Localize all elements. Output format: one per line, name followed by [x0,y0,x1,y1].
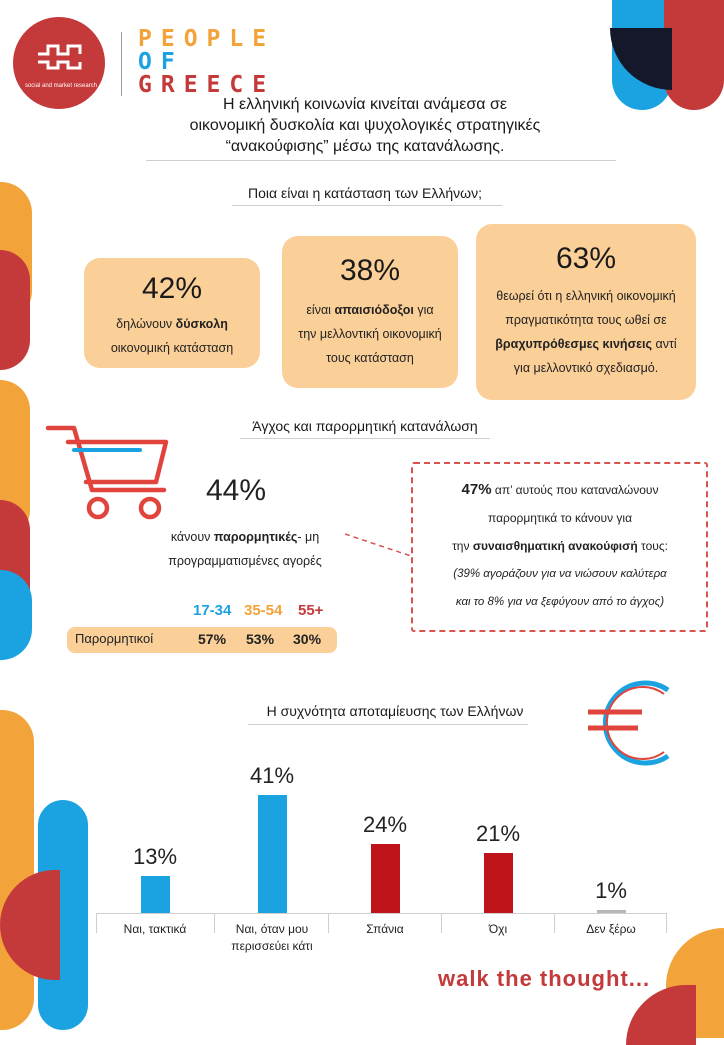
axis-tick [666,913,667,933]
impulse-description: κάνουν παρορμητικές- μη προγραμματισμένε… [168,530,322,568]
axis-tick [441,913,442,933]
divider [121,32,122,96]
bar-value-label: 24% [362,811,408,837]
section-title: Άγχος και παρορμητική κατανάλωση [252,418,478,434]
category-label: Δεν ξέρω [586,922,636,936]
axis-tick [328,913,329,933]
emotional-relief-box [411,462,708,632]
savings-bar [483,852,513,913]
page-title: Η ελληνική κοινωνία κινείται ανάμεσα σε … [189,96,541,155]
section-title: Η συχνότητα αποταμίευσης των Ελλήνων [266,703,524,719]
category-label: Ναι, όταν μου περισσεύει κάτι [231,922,313,953]
divider [232,205,502,206]
age-group-label: 35-54 [244,602,283,619]
divider [248,724,528,725]
stat-card: 63% θεωρεί ότι η ελληνική οικονομική πρα… [476,224,696,400]
axis-tick [214,913,215,933]
category-label: Ναι, τακτικά [123,922,187,936]
savings-bar [370,843,400,913]
category-label: Σπάνια [366,922,404,936]
savings-bar [257,795,287,913]
row-value: 57% [198,631,227,647]
section-title: Ποια είναι η κατάσταση των Ελλήνων; [248,185,482,201]
bar-value-label: 1% [595,878,627,904]
decor-shape [664,0,724,110]
brand-line-2: OF [138,49,184,75]
connector-line [345,533,412,557]
axis-tick [96,913,97,933]
row-label: Παρορμητικοί [75,631,154,646]
decor-shape [0,570,32,660]
brand-line-3: GREECE [138,72,276,98]
category-label: Όχι [488,922,508,936]
x-axis [96,913,666,914]
decor-shape [626,985,696,1045]
impulse-age-row [67,627,337,653]
decor-shape [0,250,30,370]
impulse-percentage: 44% [206,474,267,507]
divider [240,438,490,439]
emotional-relief-text: 47% απ’ αυτούς που καταναλώνουν παρορμητ… [452,481,668,608]
bar-value-label: 21% [475,820,521,846]
decor-shape [0,710,34,1030]
age-group-label: 55+ [298,602,324,619]
savings-bar [596,910,626,913]
row-value: 53% [246,631,275,647]
logo-mark-icon [38,44,82,70]
footer-tagline: walk the thought... [438,966,651,991]
divider [146,160,616,161]
bar-value-label: 13% [132,843,178,869]
shopping-cart-icon [45,425,169,520]
logo-subtitle: social and market research [24,83,98,89]
age-group-label: 17-34 [193,602,232,619]
stat-card: 38% είναι απαισιόδοξοι για την μελλοντικ… [282,236,458,388]
axis-tick [554,913,555,933]
row-value: 30% [293,631,322,647]
euro-icon [588,680,670,766]
savings-bar [140,875,170,913]
bar-value-label: 41% [249,763,295,788]
stat-card: 42% δηλώνουν δύσκολη οικονομική κατάστασ… [84,258,260,368]
brand-line-1: PEOPLE [138,26,276,52]
